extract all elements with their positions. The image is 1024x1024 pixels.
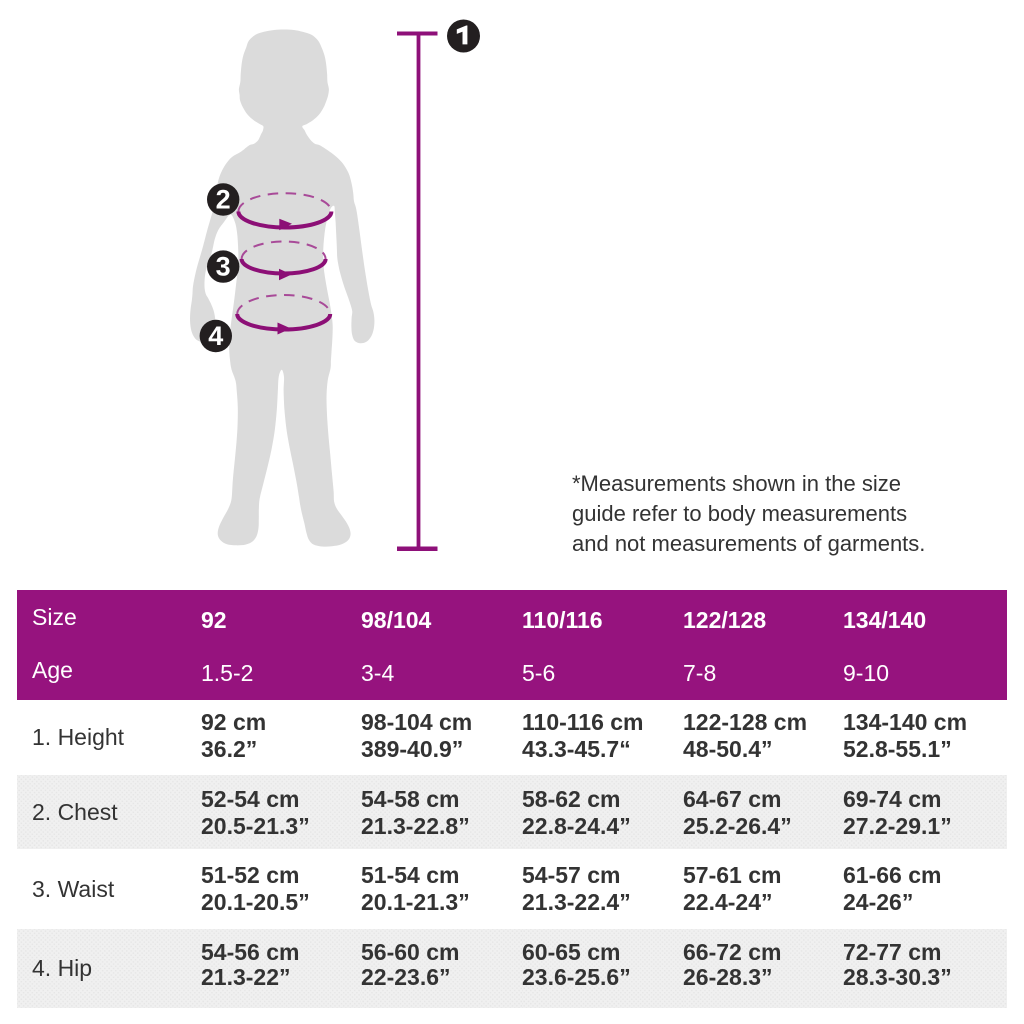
svg-text:4: 4 bbox=[208, 321, 223, 351]
svg-text:3: 3 bbox=[216, 251, 231, 281]
svg-text:2: 2 bbox=[216, 184, 231, 214]
